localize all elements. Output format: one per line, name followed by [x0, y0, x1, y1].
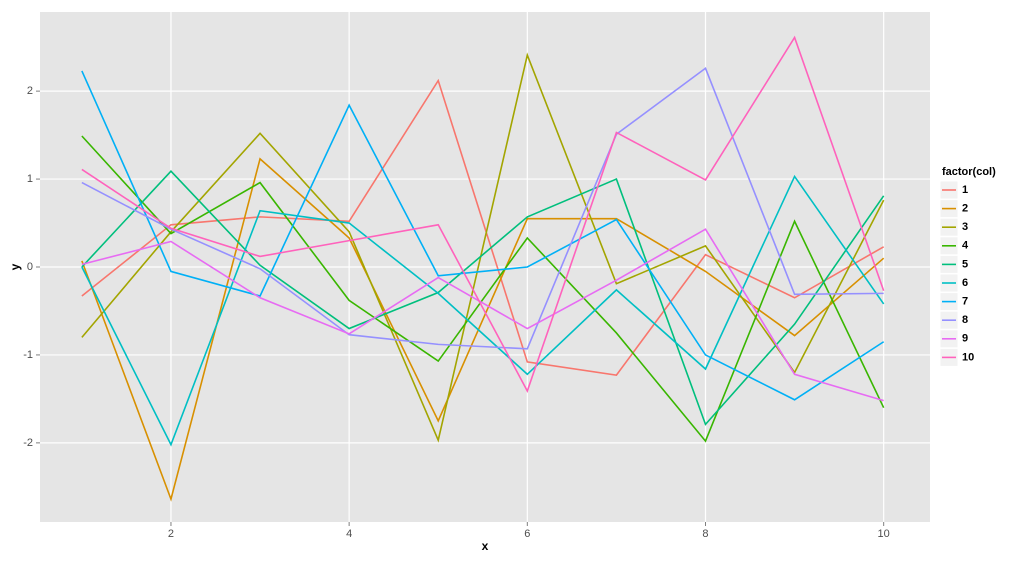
legend-label: 1 [962, 184, 968, 196]
series-line [81, 52, 885, 443]
legend-label: 10 [962, 351, 974, 363]
legend-label: 9 [962, 333, 968, 345]
y-tick-label: -1 [23, 349, 33, 361]
series-line [81, 174, 885, 447]
y-tick-label: 0 [27, 261, 33, 273]
x-tick-label: 4 [346, 528, 352, 540]
series-line [81, 228, 884, 402]
series-line [81, 35, 885, 393]
legend-label: 6 [962, 277, 968, 289]
y-axis-title: y [8, 263, 22, 270]
y-tick-label: -2 [23, 437, 33, 449]
x-tick-label: 10 [878, 528, 890, 540]
legend-label: 8 [962, 314, 968, 326]
legend-label: 7 [962, 296, 968, 308]
series-line [81, 70, 885, 401]
y-tick-label: 1 [27, 173, 33, 185]
legend-label: 4 [962, 240, 969, 252]
series-line [81, 135, 885, 443]
legend-label: 3 [962, 221, 968, 233]
x-tick-label: 6 [524, 528, 530, 540]
x-tick-label: 8 [702, 528, 708, 540]
x-tick-label: 2 [168, 528, 174, 540]
x-axis-title: x [482, 539, 489, 553]
series-line [81, 169, 885, 426]
legend-label: 2 [962, 203, 968, 215]
y-tick-label: 2 [27, 85, 33, 97]
series-line [81, 67, 884, 350]
series-line [81, 78, 885, 377]
legend-label: 5 [962, 258, 968, 270]
legend-title: factor(col) [942, 166, 996, 178]
